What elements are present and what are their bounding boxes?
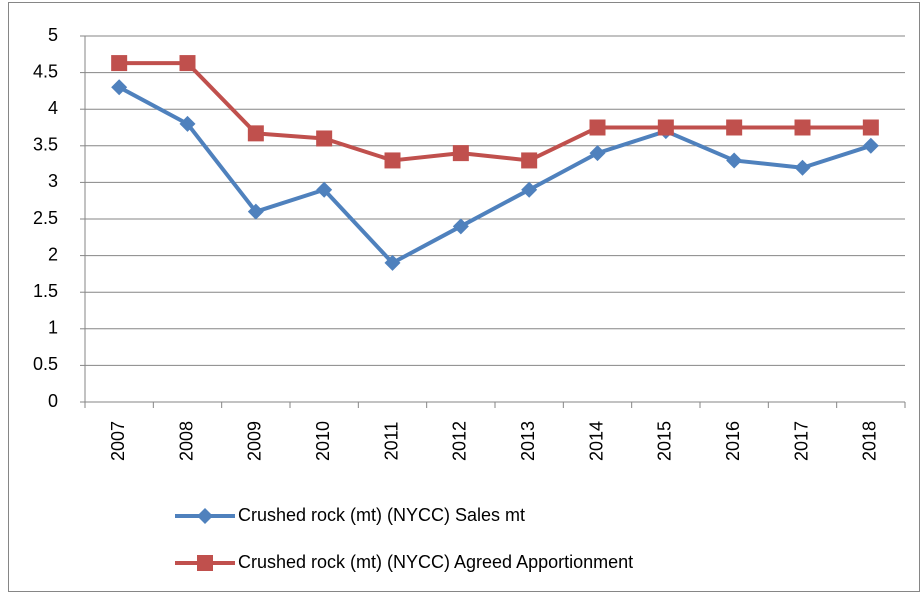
series-line <box>118 85 872 265</box>
marker <box>247 125 264 142</box>
x-tick-label: 2013 <box>518 421 538 461</box>
y-tick-label: 1 <box>48 318 58 338</box>
y-tick-label: 3 <box>48 171 58 191</box>
legend-marker <box>197 555 213 571</box>
chart-frame <box>8 2 920 592</box>
marker <box>179 115 196 132</box>
x-tick-label: 2018 <box>860 421 880 461</box>
y-tick-label: 2 <box>48 244 58 264</box>
marker <box>657 119 674 136</box>
y-tick-label: 1.5 <box>33 281 58 301</box>
marker <box>589 119 606 136</box>
marker <box>111 79 128 96</box>
x-tick-label: 2011 <box>381 422 401 461</box>
marker <box>247 203 264 220</box>
marker <box>726 119 743 136</box>
x-tick-label: 2009 <box>245 421 265 461</box>
y-tick-label: 3.5 <box>33 135 58 155</box>
x-tick-label: 2010 <box>313 421 333 461</box>
marker <box>384 254 401 271</box>
marker <box>384 152 401 169</box>
legend-label: Crushed rock (mt) (NYCC) Agreed Apportio… <box>238 552 633 572</box>
marker <box>316 130 333 147</box>
x-tick-label: 2015 <box>655 421 675 461</box>
y-tick-label: 2.5 <box>33 208 58 228</box>
x-tick-label: 2007 <box>108 421 128 461</box>
marker <box>794 159 811 176</box>
y-tick-label: 5 <box>48 25 58 45</box>
y-tick-label: 4 <box>48 98 58 118</box>
marker <box>521 181 538 198</box>
y-tick-label: 0.5 <box>33 354 58 374</box>
series-line <box>119 61 871 163</box>
x-tick-label: 2012 <box>450 421 470 461</box>
marker <box>726 152 743 169</box>
x-tick-label: 2008 <box>176 421 196 461</box>
x-tick-label: 2014 <box>586 421 606 461</box>
marker <box>316 181 333 198</box>
marker <box>589 145 606 162</box>
x-tick-label: 2016 <box>723 421 743 461</box>
marker <box>111 55 128 72</box>
y-tick-label: 0 <box>48 391 58 411</box>
marker <box>452 218 469 235</box>
marker <box>862 137 879 154</box>
marker <box>452 145 469 162</box>
x-tick-label: 2017 <box>791 421 811 461</box>
marker <box>521 152 538 169</box>
marker <box>179 55 196 72</box>
legend-marker <box>197 508 213 524</box>
marker <box>794 119 811 136</box>
legend-label: Crushed rock (mt) (NYCC) Sales mt <box>238 505 525 525</box>
y-tick-label: 4.5 <box>33 61 58 81</box>
marker <box>862 119 879 136</box>
